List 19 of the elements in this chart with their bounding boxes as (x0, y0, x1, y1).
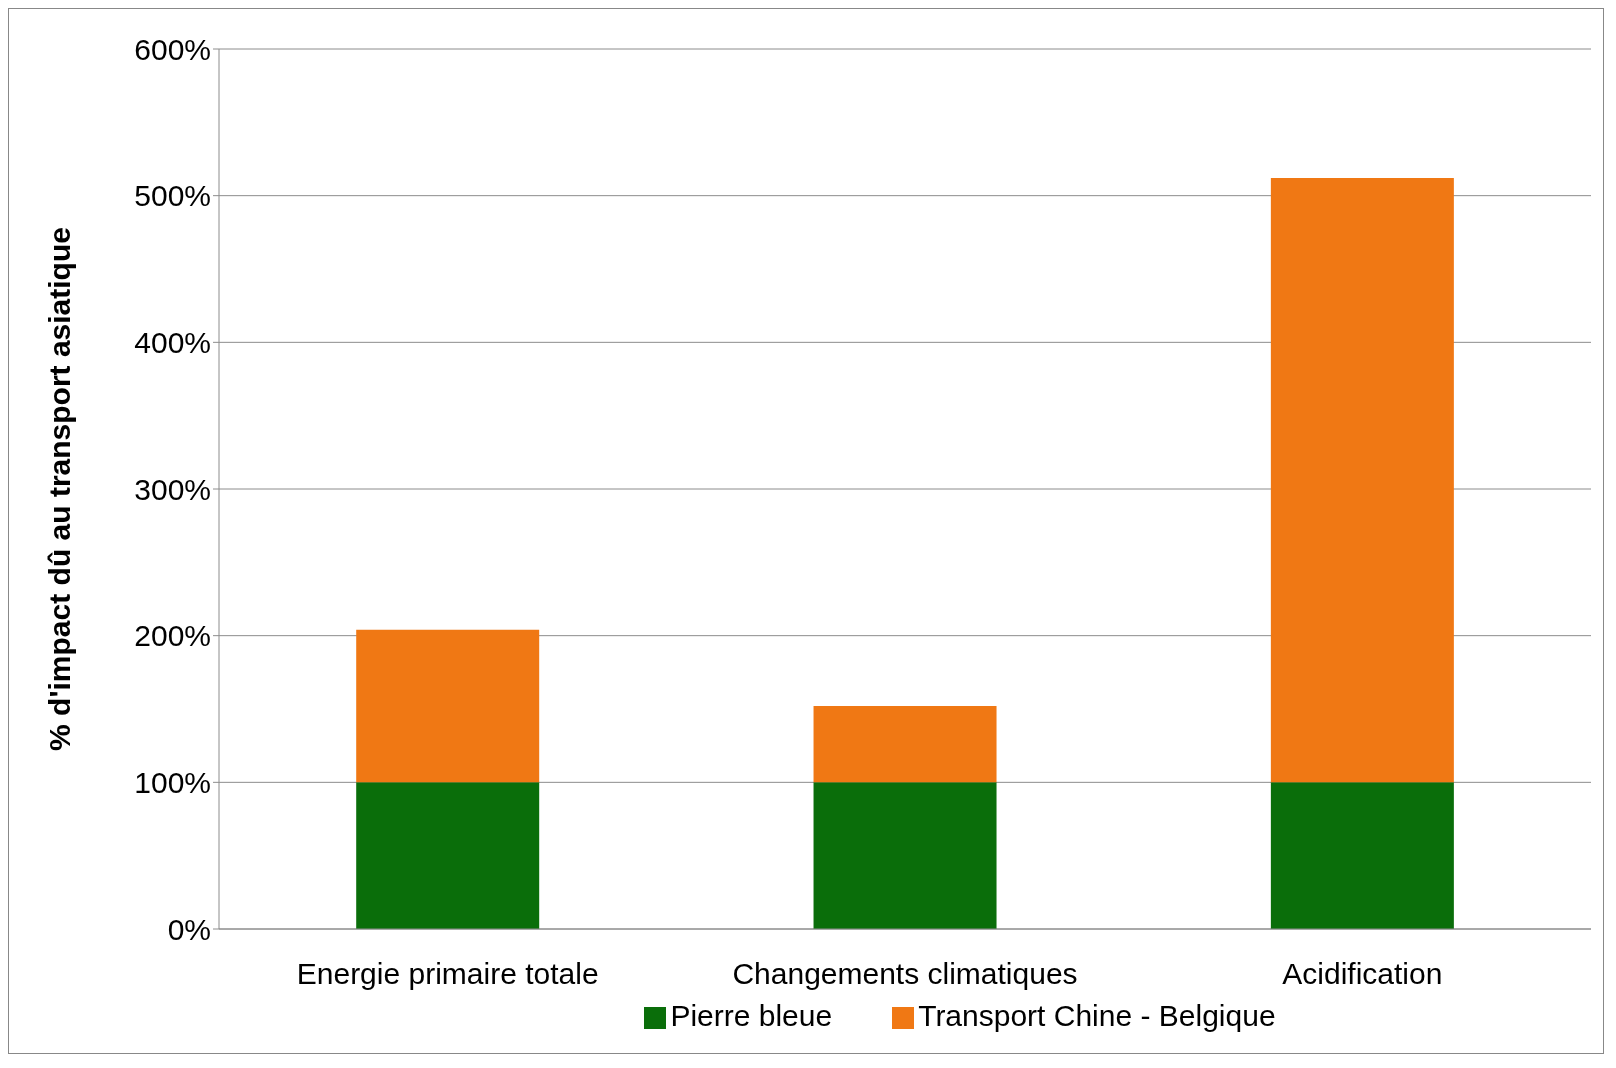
y-tick-label: 0% (167, 912, 211, 946)
y-tick-label: 400% (134, 325, 211, 359)
legend-label: Pierre bleue (670, 999, 833, 1032)
y-axis-title: % d'impact dû au transport asiatique (42, 227, 76, 751)
bar (813, 782, 997, 929)
x-tick-label: Acidification (1282, 957, 1443, 991)
y-tick-label: 500% (134, 179, 211, 213)
bar (356, 782, 540, 929)
y-tick-label: 300% (134, 472, 211, 506)
x-tick-label: Changements climatiques (732, 957, 1078, 991)
legend-label: Transport Chine - Belgique (918, 999, 1276, 1032)
x-tick-label: Energie primaire totale (296, 957, 599, 991)
bar (1270, 782, 1454, 929)
bar (813, 706, 997, 783)
y-tick-label: 100% (134, 765, 211, 799)
bar (1270, 178, 1454, 783)
bar (356, 629, 540, 783)
y-tick-label: 600% (134, 32, 211, 66)
y-tick-label: 200% (134, 619, 211, 653)
